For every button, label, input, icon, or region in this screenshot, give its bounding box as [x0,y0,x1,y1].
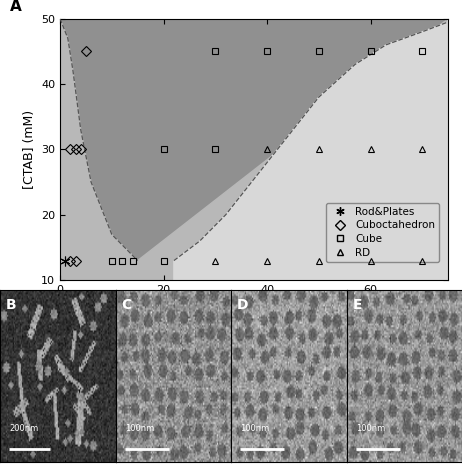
Text: 200nm: 200nm [9,424,38,433]
Text: 100nm: 100nm [125,424,154,433]
Polygon shape [60,19,448,280]
Text: C: C [121,298,132,312]
Text: 100nm: 100nm [356,424,385,433]
Polygon shape [174,19,448,280]
X-axis label: [AA] (mM): [AA] (mM) [222,301,286,314]
Text: 100nm: 100nm [240,424,269,433]
Legend: Rod&Plates, Cuboctahedron, Cube, RD: Rod&Plates, Cuboctahedron, Cube, RD [326,203,439,262]
Text: E: E [352,298,362,312]
Text: B: B [6,298,16,312]
Text: A: A [10,0,21,14]
Text: D: D [237,298,248,312]
Y-axis label: [CTAB] (mM): [CTAB] (mM) [23,110,36,189]
